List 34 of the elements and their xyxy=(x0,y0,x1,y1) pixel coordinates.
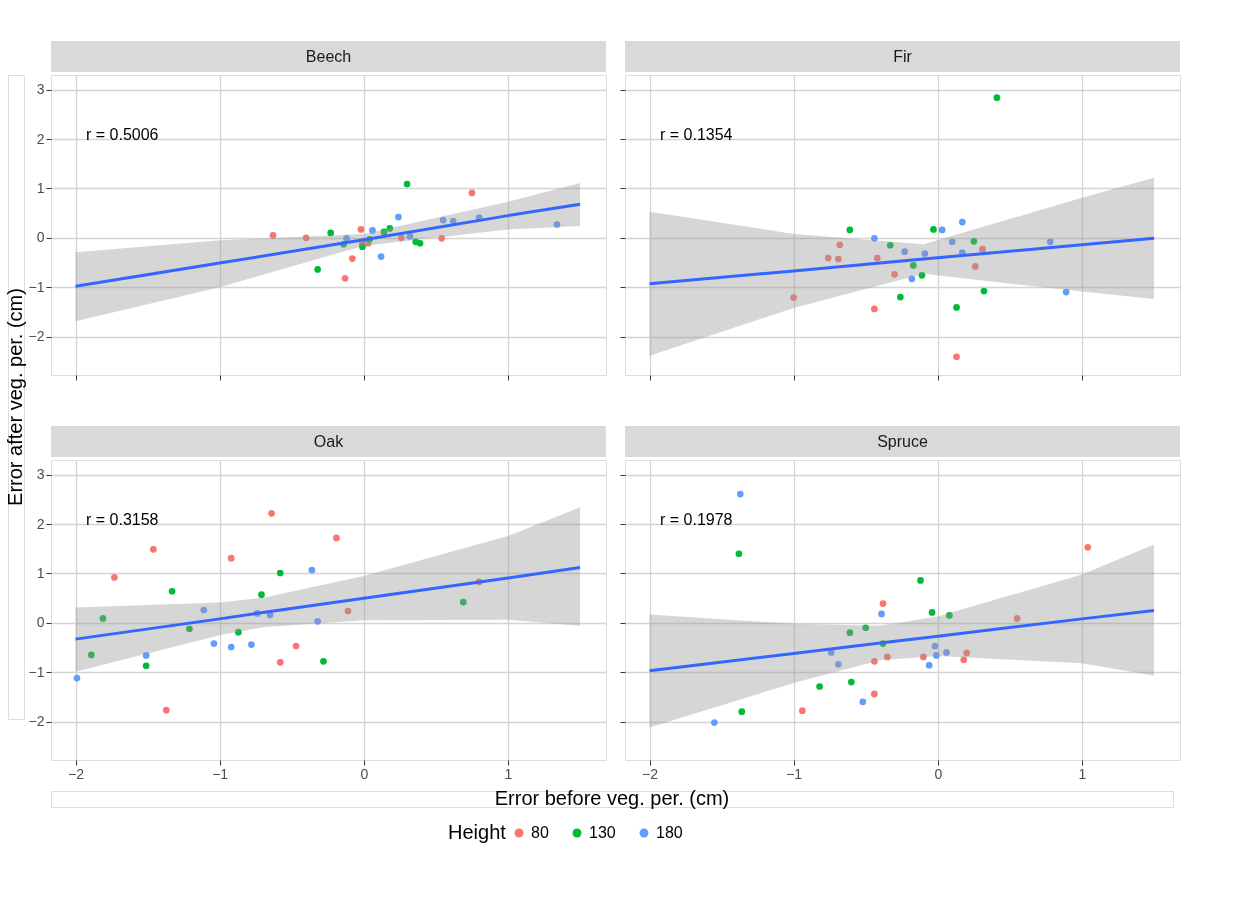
legend-label: 130 xyxy=(589,824,616,841)
y-tick-label: −2 xyxy=(28,328,45,345)
y-tick-label: 2 xyxy=(36,130,45,147)
x-tick-label: −2 xyxy=(68,765,85,782)
annotation: r = 0.5006 xyxy=(86,126,159,143)
annotation: r = 0.1978 xyxy=(660,511,733,528)
chart-title: Spruce xyxy=(877,433,928,450)
y-tick-label: 0 xyxy=(36,614,45,631)
y-tick-label: 2 xyxy=(36,515,45,532)
chart-title: Beech xyxy=(305,48,352,65)
x-tick-label: 1 xyxy=(1078,765,1087,782)
annotation: r = 0.3158 xyxy=(86,511,159,528)
legend-label: 180 xyxy=(656,824,683,841)
legend-title: Height xyxy=(448,821,507,843)
y-tick-label: −2 xyxy=(28,713,45,730)
x-tick-label: 0 xyxy=(360,765,369,782)
y-tick-label: 3 xyxy=(36,81,45,98)
y-tick-label: 3 xyxy=(36,466,45,483)
annotation: r = 0.1354 xyxy=(660,126,733,143)
x-axis-title: Error before veg. per. (cm) xyxy=(494,787,730,809)
y-axis-title: Error after veg. per. (cm) xyxy=(4,288,26,506)
x-tick-label: −2 xyxy=(642,765,659,782)
y-tick-label: 1 xyxy=(36,179,45,196)
y-tick-label: −1 xyxy=(28,278,45,295)
chart-title: Fir xyxy=(893,48,913,65)
x-tick-label: −1 xyxy=(786,765,803,782)
x-tick-label: 0 xyxy=(934,765,943,782)
y-tick-label: 0 xyxy=(36,229,45,246)
legend-label: 80 xyxy=(531,824,549,841)
y-tick-label: −1 xyxy=(28,663,45,680)
y-tick-label: 1 xyxy=(36,564,45,581)
chart-title: Oak xyxy=(313,433,345,450)
x-tick-label: −1 xyxy=(212,765,229,782)
x-tick-label: 1 xyxy=(504,765,513,782)
